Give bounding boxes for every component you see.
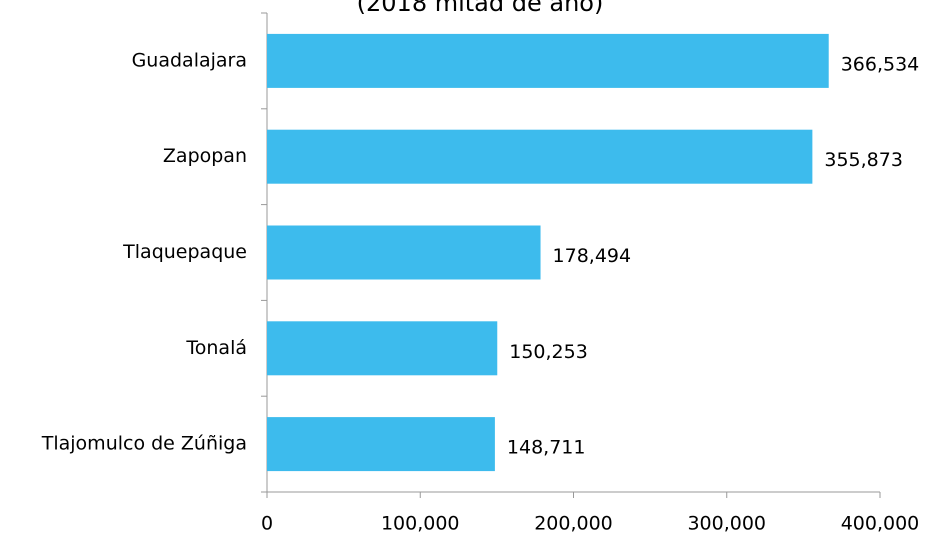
bar xyxy=(267,417,495,472)
x-tick-label: 0 xyxy=(261,513,273,535)
x-tick-label: 300,000 xyxy=(687,513,766,535)
value-label: 148,711 xyxy=(507,437,586,459)
value-label: 150,253 xyxy=(509,341,588,363)
value-label: 178,494 xyxy=(553,245,632,267)
chart-subtitle: (2018 mitad de año) xyxy=(357,0,604,17)
x-tick-label: 100,000 xyxy=(381,513,460,535)
x-tick-label: 400,000 xyxy=(841,513,920,535)
y-tick-label: Zapopan xyxy=(163,145,247,167)
y-tick-label: Guadalajara xyxy=(132,49,247,71)
bar xyxy=(267,33,829,88)
y-tick-label: Tlajomulco de Zúñiga xyxy=(41,433,247,455)
y-tick-label: Tlaquepaque xyxy=(122,241,247,263)
bar xyxy=(267,321,498,376)
bar xyxy=(267,225,541,280)
value-label: 355,873 xyxy=(824,149,903,171)
value-label: 366,534 xyxy=(841,53,920,75)
y-tick-label: Tonalá xyxy=(185,337,247,359)
x-tick-label: 200,000 xyxy=(534,513,613,535)
bar xyxy=(267,129,813,184)
